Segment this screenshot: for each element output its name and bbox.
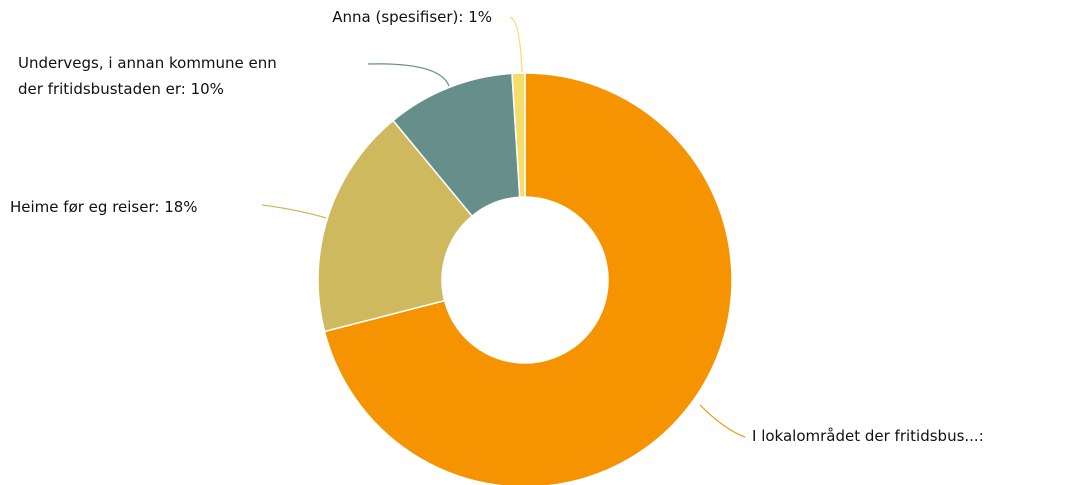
label-line: Heime før eg reiser: 18% — [10, 198, 198, 216]
slice — [511, 72, 526, 198]
slice-label: I lokalområdet der fritidsbus...: — [752, 427, 984, 445]
label-line: Undervegs, i annan kommune enn — [18, 54, 277, 72]
leader-line — [509, 16, 523, 73]
slice-label: Undervegs, i annan kommune enn der fritid… — [18, 54, 277, 98]
leader-line — [699, 404, 746, 438]
label-line: I lokalområdet der fritidsbus...: — [752, 427, 984, 445]
leader-line — [367, 63, 450, 87]
leader-line — [261, 204, 327, 219]
slice — [317, 119, 474, 333]
slice-label: Anna (spesifiser): 1% — [332, 8, 492, 26]
label-line: Anna (spesifiser): 1% — [332, 8, 492, 26]
slice — [323, 72, 733, 485]
slice-label: Heime før eg reiser: 18% — [10, 198, 198, 216]
label-line: der fritidsbustaden er: 10% — [18, 80, 224, 98]
